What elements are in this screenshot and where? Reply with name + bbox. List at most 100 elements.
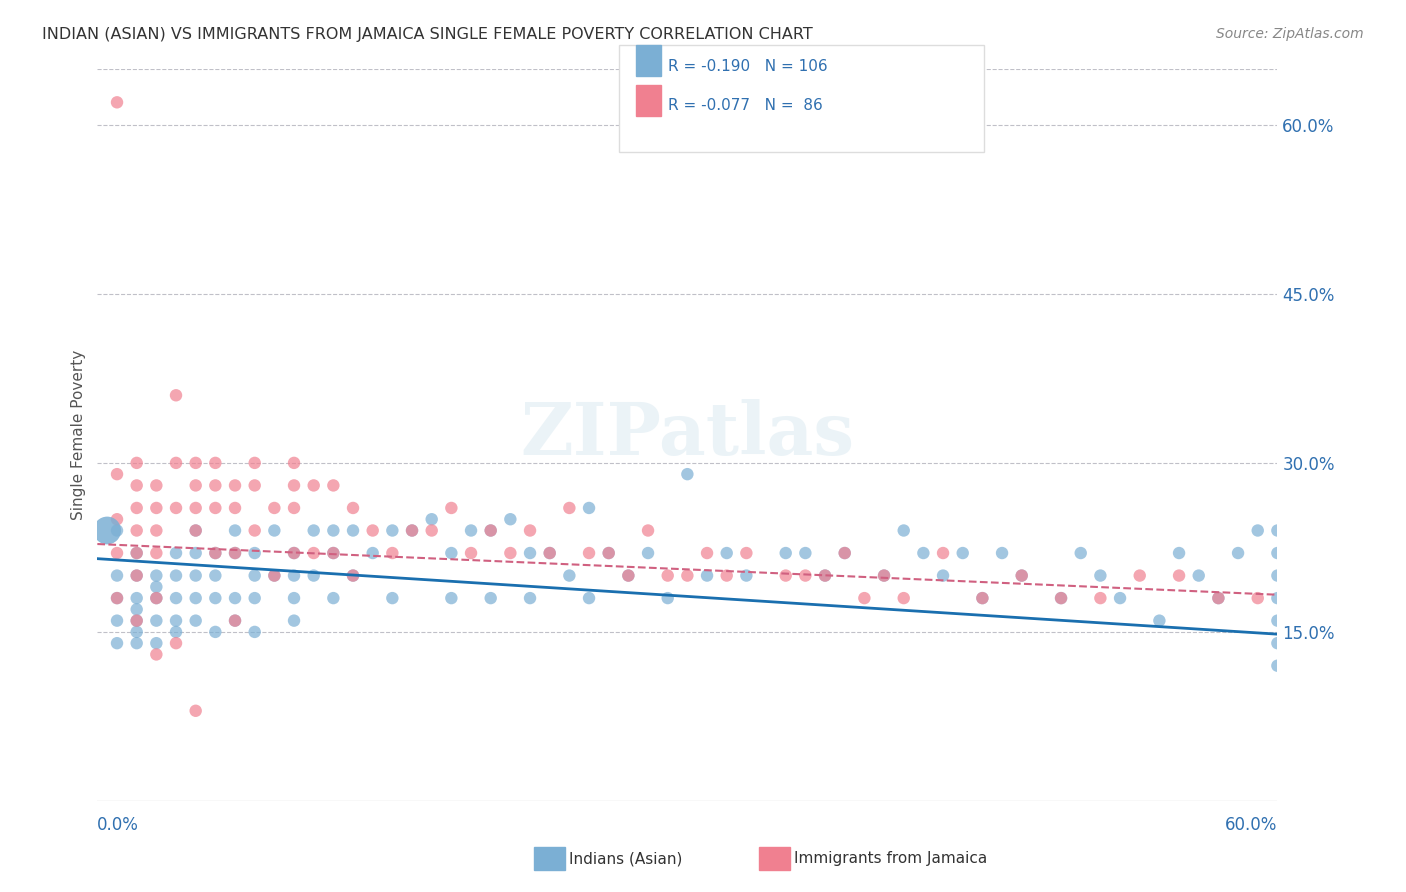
Point (893, 524, 915, 538)
Point (558, 568, 581, 582)
Point (263, 500, 285, 515)
Point (105, 524, 128, 538)
Text: Source: ZipAtlas.com: Source: ZipAtlas.com (1216, 27, 1364, 41)
Point (735, 568, 758, 582)
Point (145, 524, 167, 538)
Point (1247, 591, 1270, 606)
Point (184, 704, 207, 718)
Point (322, 546, 344, 560)
Point (1247, 524, 1270, 538)
Point (322, 546, 344, 560)
Point (1050, 591, 1073, 606)
Text: Indians (Asian): Indians (Asian) (569, 852, 683, 866)
Point (1168, 568, 1191, 582)
Point (105, 512, 128, 526)
Point (145, 546, 167, 560)
Point (972, 591, 994, 606)
Point (165, 546, 187, 560)
Point (145, 648, 167, 662)
Point (125, 636, 148, 650)
Point (184, 478, 207, 492)
Point (224, 500, 246, 515)
Point (381, 524, 404, 538)
Y-axis label: Single Female Poverty: Single Female Poverty (72, 350, 86, 520)
Point (263, 524, 285, 538)
Point (538, 546, 561, 560)
Point (224, 546, 246, 560)
Point (342, 568, 364, 582)
Point (1188, 568, 1211, 582)
Point (105, 95, 128, 110)
Point (125, 591, 148, 606)
Point (105, 614, 128, 628)
Point (361, 546, 384, 560)
Point (991, 546, 1014, 560)
Point (165, 500, 187, 515)
Point (302, 524, 325, 538)
Point (617, 568, 640, 582)
Text: 0.0%: 0.0% (97, 816, 139, 834)
Point (243, 456, 266, 470)
Point (125, 614, 148, 628)
Point (302, 568, 325, 582)
Point (342, 524, 364, 538)
Point (204, 546, 226, 560)
Point (184, 500, 207, 515)
Point (1070, 546, 1092, 560)
Point (519, 524, 541, 538)
Point (105, 546, 128, 560)
Point (184, 568, 207, 582)
Point (243, 478, 266, 492)
Point (499, 546, 522, 560)
Point (322, 591, 344, 606)
Point (479, 524, 502, 538)
Point (834, 546, 856, 560)
Point (1090, 568, 1112, 582)
Point (105, 467, 128, 482)
Point (125, 614, 148, 628)
Text: R = -0.077   N =  86: R = -0.077 N = 86 (668, 98, 823, 112)
Point (263, 568, 285, 582)
Point (932, 546, 955, 560)
Point (1090, 591, 1112, 606)
Point (184, 546, 207, 560)
Text: INDIAN (ASIAN) VS IMMIGRANTS FROM JAMAICA SINGLE FEMALE POVERTY CORRELATION CHAR: INDIAN (ASIAN) VS IMMIGRANTS FROM JAMAIC… (42, 27, 813, 42)
Point (676, 568, 699, 582)
Point (598, 546, 620, 560)
Point (145, 636, 167, 650)
Point (165, 568, 187, 582)
Point (224, 546, 246, 560)
Point (204, 456, 226, 470)
Point (105, 636, 128, 650)
Point (440, 546, 463, 560)
Point (558, 500, 581, 515)
Point (243, 568, 266, 582)
Point (460, 524, 482, 538)
Point (1050, 591, 1073, 606)
Point (972, 591, 994, 606)
Point (204, 624, 226, 639)
Point (716, 546, 738, 560)
Point (637, 524, 659, 538)
Point (125, 456, 148, 470)
Point (420, 524, 443, 538)
Text: 60.0%: 60.0% (1225, 816, 1278, 834)
Point (145, 614, 167, 628)
Point (165, 636, 187, 650)
Point (165, 388, 187, 402)
Point (243, 591, 266, 606)
Point (165, 591, 187, 606)
Point (676, 467, 699, 482)
Point (361, 524, 384, 538)
Point (283, 456, 305, 470)
Point (479, 591, 502, 606)
Point (283, 546, 305, 560)
Point (1011, 568, 1033, 582)
Text: R = -0.190   N = 106: R = -0.190 N = 106 (668, 60, 828, 74)
Point (814, 568, 837, 582)
Point (1208, 591, 1230, 606)
Point (696, 568, 718, 582)
Point (283, 591, 305, 606)
Point (381, 591, 404, 606)
Point (1109, 591, 1132, 606)
